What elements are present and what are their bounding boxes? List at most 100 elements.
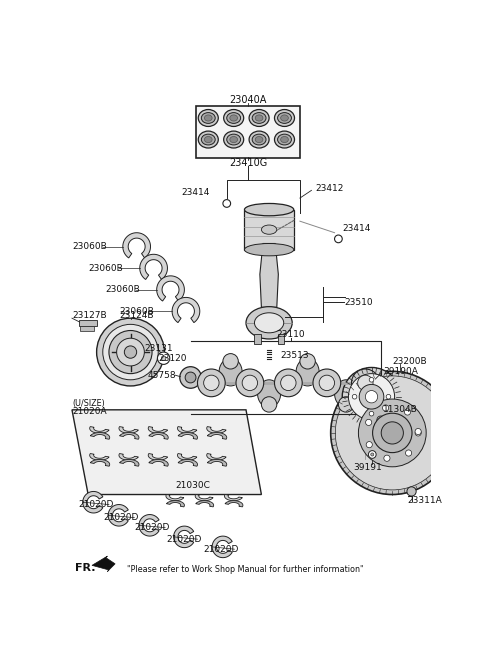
Ellipse shape (244, 203, 294, 216)
Circle shape (369, 411, 374, 416)
Text: 23060B: 23060B (88, 264, 123, 273)
Text: 23410G: 23410G (229, 158, 267, 169)
Bar (277, 334, 284, 344)
Text: 23513: 23513 (280, 352, 309, 360)
Circle shape (117, 338, 144, 366)
Polygon shape (90, 426, 109, 434)
Circle shape (383, 405, 389, 411)
Text: 23200B: 23200B (392, 357, 427, 366)
Circle shape (384, 455, 390, 461)
Text: 23510: 23510 (345, 298, 373, 306)
Circle shape (96, 318, 164, 386)
Polygon shape (119, 426, 138, 434)
Circle shape (223, 354, 238, 369)
Circle shape (331, 371, 454, 495)
Polygon shape (123, 233, 151, 258)
Text: (U/SIZE): (U/SIZE) (72, 399, 105, 408)
Circle shape (358, 375, 373, 390)
Ellipse shape (275, 131, 295, 148)
Polygon shape (167, 501, 184, 507)
Polygon shape (139, 514, 159, 536)
Circle shape (281, 375, 296, 390)
Ellipse shape (244, 243, 294, 256)
Circle shape (359, 399, 426, 467)
Text: 21020D: 21020D (104, 513, 139, 522)
Circle shape (372, 413, 412, 453)
Text: 23060B: 23060B (105, 285, 140, 294)
Polygon shape (225, 501, 243, 507)
Ellipse shape (254, 313, 284, 333)
Polygon shape (207, 453, 226, 461)
Polygon shape (148, 426, 168, 434)
Text: 23060B: 23060B (119, 307, 154, 316)
Polygon shape (92, 556, 115, 571)
Text: 45758: 45758 (147, 371, 176, 380)
Polygon shape (90, 459, 110, 466)
Bar (196, 106, 300, 158)
Ellipse shape (224, 131, 244, 148)
Bar (244, 210, 294, 250)
Circle shape (369, 451, 376, 459)
Circle shape (365, 390, 378, 403)
Polygon shape (108, 504, 128, 526)
Ellipse shape (258, 380, 281, 407)
Ellipse shape (296, 358, 319, 386)
Circle shape (197, 369, 225, 397)
Ellipse shape (281, 115, 288, 121)
Circle shape (313, 369, 341, 397)
Polygon shape (178, 459, 197, 466)
Ellipse shape (201, 113, 215, 123)
Circle shape (415, 428, 421, 435)
Circle shape (109, 331, 152, 374)
Circle shape (369, 377, 374, 382)
Circle shape (236, 369, 264, 397)
Text: 23131: 23131 (144, 344, 173, 353)
Circle shape (300, 354, 315, 369)
Polygon shape (90, 432, 110, 440)
Ellipse shape (230, 136, 238, 142)
Ellipse shape (219, 358, 242, 386)
Bar (81, 326, 94, 331)
Ellipse shape (277, 134, 291, 145)
Text: 23414: 23414 (342, 224, 371, 234)
Polygon shape (207, 432, 227, 440)
Circle shape (319, 375, 335, 390)
Text: 23127B: 23127B (72, 312, 107, 320)
Circle shape (338, 397, 354, 412)
Circle shape (359, 384, 384, 409)
Ellipse shape (198, 131, 218, 148)
Ellipse shape (252, 134, 266, 145)
Ellipse shape (255, 136, 263, 142)
Polygon shape (140, 255, 168, 279)
Polygon shape (120, 432, 139, 440)
Text: 23412: 23412 (315, 184, 344, 193)
Polygon shape (195, 495, 213, 501)
Polygon shape (120, 459, 139, 466)
Ellipse shape (249, 110, 269, 127)
Circle shape (275, 369, 302, 397)
Circle shape (185, 372, 196, 383)
Polygon shape (119, 453, 138, 461)
Circle shape (103, 324, 158, 380)
Text: 39190A: 39190A (383, 367, 418, 376)
Ellipse shape (255, 115, 263, 121)
Text: 21030C: 21030C (175, 481, 210, 490)
Polygon shape (207, 459, 227, 466)
Circle shape (336, 376, 449, 490)
Circle shape (124, 346, 137, 358)
Ellipse shape (227, 113, 240, 123)
Polygon shape (156, 276, 184, 301)
Ellipse shape (198, 110, 218, 127)
Polygon shape (260, 243, 278, 308)
Circle shape (352, 394, 357, 399)
Ellipse shape (224, 110, 244, 127)
Circle shape (386, 394, 391, 399)
Text: 21020A: 21020A (72, 407, 107, 416)
Ellipse shape (275, 110, 295, 127)
Bar (79, 319, 97, 326)
Text: 23110: 23110 (276, 330, 305, 339)
Polygon shape (90, 453, 109, 461)
Circle shape (262, 397, 277, 412)
Circle shape (371, 453, 374, 456)
Circle shape (180, 367, 201, 388)
